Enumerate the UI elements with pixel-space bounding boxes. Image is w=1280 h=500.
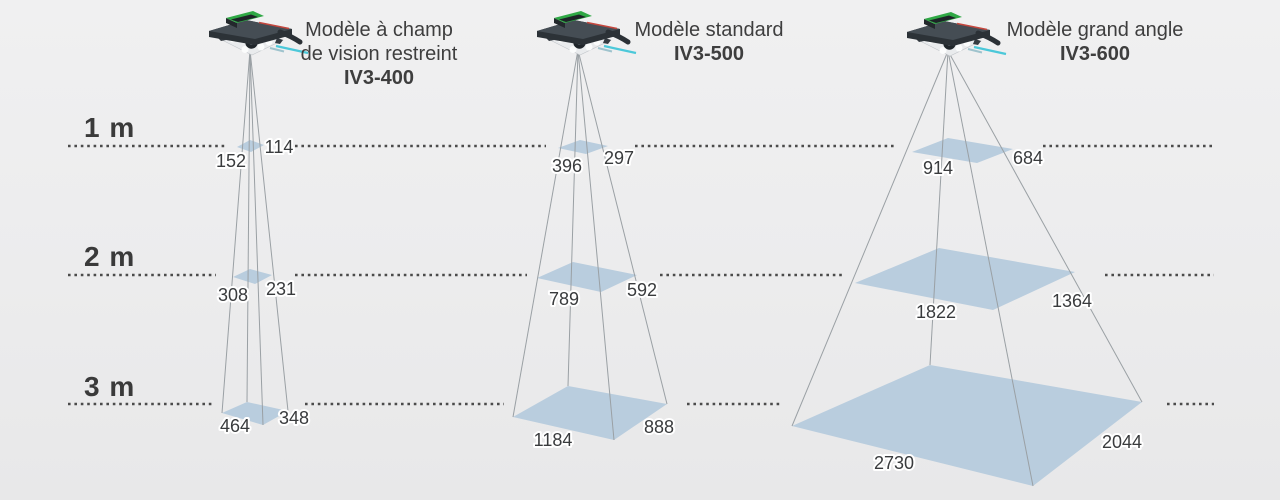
fov-height-3m: 2044 bbox=[1102, 432, 1142, 452]
fov-width-1m: 396 bbox=[552, 156, 582, 176]
model-title-iv3-600: Modèle grand angle IV3-600 bbox=[1007, 19, 1184, 65]
vision-sensor-icon bbox=[907, 12, 1006, 56]
projection-ray bbox=[791, 50, 949, 427]
fov-area-2m bbox=[233, 269, 272, 284]
projection-rays-iv3-600 bbox=[791, 50, 1143, 487]
model-number: IV3-600 bbox=[1060, 43, 1130, 65]
fov-area-3m bbox=[513, 386, 667, 440]
model-title-line1: Modèle standard bbox=[635, 19, 784, 41]
projection-ray bbox=[567, 49, 579, 387]
projection-ray bbox=[246, 49, 251, 403]
fov-width-2m: 1822 bbox=[916, 302, 956, 322]
fov-height-1m: 297 bbox=[604, 148, 634, 168]
fov-height-1m: 114 bbox=[265, 137, 294, 157]
dimension-labels-iv3-600: 914 684 1822 1364 2730 2044 bbox=[872, 146, 1144, 475]
projection-ray bbox=[577, 49, 668, 405]
fov-height-1m: 684 bbox=[1013, 148, 1043, 168]
projection-ray bbox=[929, 50, 949, 366]
fov-area-2m bbox=[537, 262, 637, 292]
fov-area-3m bbox=[222, 402, 288, 425]
vision-sensor-icon bbox=[209, 11, 308, 55]
projection-ray bbox=[947, 50, 1143, 403]
fov-area-1m bbox=[237, 140, 264, 152]
fov-height-3m: 348 bbox=[279, 408, 309, 428]
dimension-labels-iv3-400: 152 114 308 231 464 348 bbox=[214, 135, 311, 438]
fov-height-3m: 888 bbox=[644, 417, 674, 437]
fov-width-3m: 2730 bbox=[874, 453, 914, 473]
distance-label-2m: 2 m bbox=[84, 241, 135, 272]
projection-ray bbox=[512, 49, 579, 418]
fov-height-2m: 592 bbox=[627, 280, 657, 300]
projection-ray bbox=[947, 50, 1034, 487]
model-title-line1: Modèle grand angle bbox=[1007, 19, 1184, 41]
projection-ray bbox=[249, 49, 264, 426]
model-number: IV3-400 bbox=[344, 67, 414, 89]
model-title-line1: Modèle à champ bbox=[305, 19, 453, 41]
model-title-iv3-400: Modèle à champ de vision restreint IV3-4… bbox=[301, 19, 458, 89]
distance-label-1m: 1 m bbox=[84, 112, 135, 143]
fov-area-1m bbox=[558, 140, 608, 154]
fov-area-3m bbox=[792, 365, 1142, 486]
fov-height-2m: 231 bbox=[266, 279, 296, 299]
projection-ray bbox=[577, 49, 615, 441]
vision-sensor-icon bbox=[537, 11, 636, 55]
fov-height-2m: 1364 bbox=[1052, 291, 1092, 311]
model-title-iv3-500: Modèle standard IV3-500 bbox=[635, 19, 784, 65]
fov-width-3m: 464 bbox=[220, 416, 250, 436]
model-title-line2: de vision restreint bbox=[301, 43, 458, 65]
distance-label-3m: 3 m bbox=[84, 371, 135, 402]
projection-ray bbox=[249, 49, 289, 412]
fov-areas-iv3-500 bbox=[513, 140, 667, 440]
projection-ray bbox=[221, 49, 251, 414]
fov-width-1m: 152 bbox=[216, 151, 246, 171]
fov-width-1m: 914 bbox=[923, 158, 953, 178]
fov-width-3m: 1184 bbox=[534, 430, 573, 450]
dimension-labels-iv3-500: 396 297 789 592 1184 888 bbox=[532, 146, 676, 452]
fov-area-1m bbox=[912, 138, 1013, 163]
projection-rays-iv3-400 bbox=[221, 49, 289, 426]
fov-width-2m: 789 bbox=[549, 289, 579, 309]
fov-areas-iv3-600 bbox=[792, 138, 1142, 486]
fov-areas-iv3-400 bbox=[222, 140, 288, 425]
model-number: IV3-500 bbox=[674, 43, 744, 65]
fov-width-2m: 308 bbox=[218, 285, 248, 305]
fov-area-2m bbox=[855, 248, 1075, 310]
projection-rays-iv3-500 bbox=[512, 49, 668, 441]
